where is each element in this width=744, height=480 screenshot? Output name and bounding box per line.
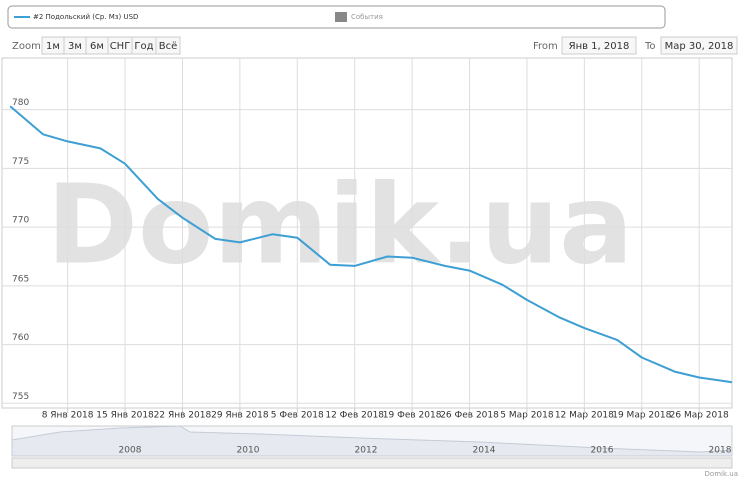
y-tick-label: 755 xyxy=(12,392,29,402)
events-swatch xyxy=(335,12,347,22)
range-button-label[interactable]: СНГ xyxy=(110,41,131,52)
from-input[interactable] xyxy=(561,36,637,55)
navigator-series xyxy=(11,425,733,457)
range-button[interactable] xyxy=(155,36,181,55)
range-button-label[interactable]: 3м xyxy=(68,41,82,52)
zoom-label: Zoom xyxy=(12,41,41,52)
x-tick-label: 19 Мар 2018 xyxy=(612,411,671,421)
credit[interactable]: Domik.ua xyxy=(705,470,738,478)
y-tick-label: 775 xyxy=(12,157,29,167)
x-tick-label: 12 Фев 2018 xyxy=(325,411,384,421)
y-tick-label: 780 xyxy=(12,98,29,108)
navigator-label: 2008 xyxy=(119,446,142,456)
legend-item[interactable]: События xyxy=(351,13,383,21)
watermark: Domik.ua xyxy=(47,160,634,288)
scrollbar[interactable] xyxy=(11,457,733,469)
y-tick-label: 765 xyxy=(12,274,29,284)
to-value[interactable]: Мар 30, 2018 xyxy=(665,41,734,52)
y-tick-label: 760 xyxy=(12,333,29,343)
navigator-label: 2010 xyxy=(237,446,260,456)
x-tick-label: 22 Янв 2018 xyxy=(154,411,212,421)
x-tick-label: 29 Янв 2018 xyxy=(211,411,269,421)
x-tick-label: 26 Мар 2018 xyxy=(670,411,729,421)
x-tick-label: 8 Янв 2018 xyxy=(42,411,94,421)
y-tick-label: 770 xyxy=(12,216,29,226)
range-button-label[interactable]: Год xyxy=(134,41,153,52)
navigator-label: 2018 xyxy=(709,446,732,456)
x-tick-label: 5 Мар 2018 xyxy=(500,411,554,421)
plot-area xyxy=(1,57,733,409)
navigator-label: 2014 xyxy=(473,446,496,456)
x-tick-label: 15 Янв 2018 xyxy=(96,411,154,421)
range-button-label[interactable]: Всё xyxy=(159,41,178,52)
to-label: To xyxy=(644,41,656,52)
to-input[interactable] xyxy=(660,36,738,55)
from-value[interactable]: Янв 1, 2018 xyxy=(569,41,630,52)
legend-item[interactable]: #2 Подольский (Ср. Мз) USD xyxy=(33,13,138,21)
navigator-label: 2016 xyxy=(591,446,614,456)
line-series xyxy=(9,105,733,384)
x-tick-label: 26 Фев 2018 xyxy=(440,411,499,421)
x-tick-label: 19 Фев 2018 xyxy=(383,411,442,421)
x-tick-label: 5 Фев 2018 xyxy=(271,411,324,421)
range-button-label[interactable]: 1м xyxy=(46,41,60,52)
x-tick-label: 12 Мар 2018 xyxy=(555,411,614,421)
from-label: From xyxy=(533,41,558,52)
range-button-label[interactable]: 6м xyxy=(90,41,104,52)
navigator-label: 2012 xyxy=(355,446,378,456)
